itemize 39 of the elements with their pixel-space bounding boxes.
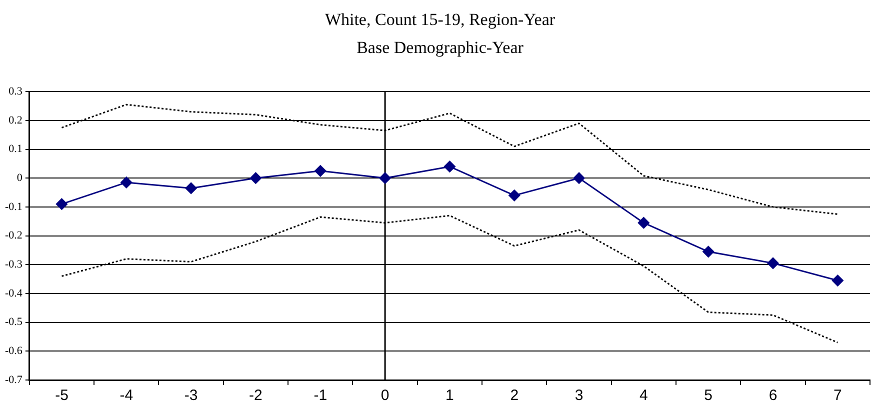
y-tick-label: -0.2 — [4, 230, 22, 242]
y-tick-label: -0.7 — [4, 374, 23, 386]
point — [702, 246, 714, 258]
y-tick-label: 0 — [16, 172, 23, 184]
y-tick-label: 0.1 — [8, 143, 22, 156]
point — [185, 182, 197, 194]
x-tick-label: 4 — [640, 387, 648, 404]
x-tick-label: 1 — [446, 387, 454, 404]
y-tick-label: -0.5 — [4, 316, 23, 328]
point — [638, 217, 650, 229]
x-tick-label: 6 — [768, 387, 778, 404]
x-tick-label: 5 — [704, 387, 713, 404]
point — [120, 176, 132, 188]
point — [56, 198, 68, 210]
point — [573, 172, 585, 184]
x-tick-label: 2 — [510, 387, 519, 404]
point — [508, 190, 520, 202]
x-tick-label: -4 — [120, 387, 134, 404]
point — [379, 172, 391, 184]
chart-title: White, Count 15-19, Region-Year — [324, 9, 556, 31]
y-tick-label: -0.3 — [4, 258, 23, 271]
point — [444, 160, 456, 172]
x-tick-label: 3 — [574, 387, 584, 404]
x-tick-label: -1 — [314, 387, 328, 404]
x-tick-label: -2 — [249, 387, 262, 404]
x-tick-label: 7 — [834, 387, 842, 404]
point — [767, 257, 779, 269]
x-tick-label: 0 — [380, 387, 390, 404]
y-tick-label: 0.3 — [8, 85, 23, 98]
point — [314, 165, 326, 177]
chart-subtitle: Base Demographic-Year — [356, 37, 524, 59]
point — [250, 172, 262, 184]
y-tick-label: -0.1 — [4, 200, 22, 213]
x-tick-label: -5 — [55, 387, 68, 404]
x-tick-label: -3 — [184, 387, 198, 404]
y-tick-label: 0.2 — [8, 114, 22, 126]
y-tick-label: -0.4 — [4, 287, 23, 300]
point — [832, 274, 844, 286]
y-tick-label: -0.6 — [4, 345, 23, 358]
